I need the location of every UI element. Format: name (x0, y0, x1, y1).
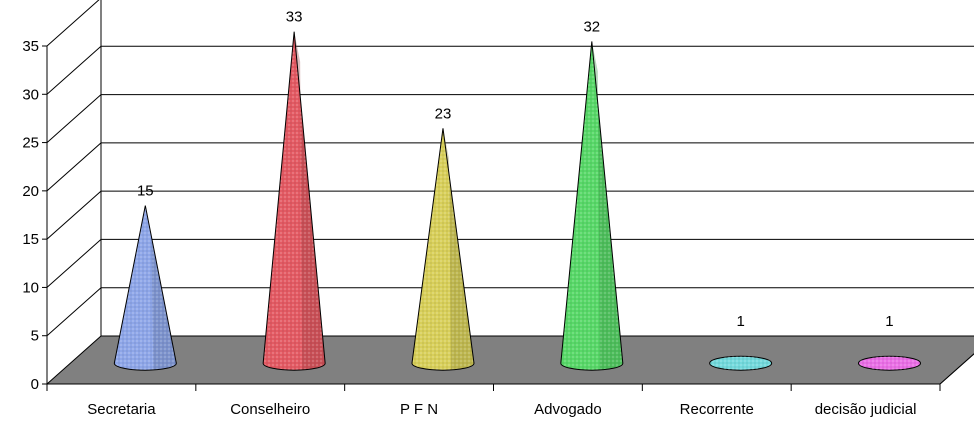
gridline-diag (46, 142, 102, 192)
x-axis-ticks: Secretaria Conselheiro P F N Advogado Recorr… (46, 384, 941, 418)
gridline-diag (46, 45, 102, 95)
y-tick-label: 0 (31, 376, 39, 393)
cone-1 (113, 205, 177, 371)
gridline-diag (46, 287, 102, 337)
chart-floor (45, 335, 974, 385)
cone-2 (262, 31, 326, 371)
x-tick-label: decisão judicial (815, 401, 917, 418)
gridlines (46, 0, 974, 337)
data-label: 1 (736, 313, 744, 330)
y-tick-label: 20 (22, 183, 39, 200)
cone-5 (709, 355, 773, 371)
y-tick-label: 10 (22, 279, 39, 296)
x-tick-label: Recorrente (680, 401, 754, 418)
data-label: 15 (137, 183, 154, 200)
cone-6 (857, 355, 921, 371)
cone-texture (709, 356, 772, 371)
cone-outline (411, 128, 475, 371)
cone-4 (560, 41, 624, 371)
cone-outline (113, 205, 177, 371)
y-tick-label: 15 (22, 231, 39, 248)
cone-3 (411, 128, 475, 371)
x-tick-label: Secretaria (87, 401, 156, 418)
data-label: 1 (885, 313, 893, 330)
data-label: 33 (286, 9, 303, 26)
axes-layer (46, 0, 974, 385)
x-tick-label: Conselheiro (230, 401, 310, 418)
y-tick-label: 5 (31, 328, 39, 345)
y-axis-ticks: 0 5 10 15 20 25 30 35 (22, 38, 47, 393)
gridline-diag (46, 0, 100, 47)
y-tick-label: 35 (22, 38, 39, 55)
cone-texture (858, 356, 921, 371)
cone-outline (262, 31, 326, 371)
y-tick-label: 25 (22, 135, 39, 152)
gridline-diag (46, 190, 102, 240)
x-tick-label: P F N (400, 401, 438, 418)
floor-plane (45, 335, 974, 385)
gridline-diag (46, 94, 102, 143)
cone-series (113, 31, 921, 371)
data-label: 32 (583, 18, 600, 35)
data-label: 23 (435, 105, 452, 122)
cone-outline (560, 41, 624, 371)
gridline-diag (46, 239, 102, 288)
data-labels: 15 33 23 32 1 1 (137, 9, 894, 330)
y-tick-label: 30 (22, 86, 39, 103)
x-tick-label: Advogado (534, 401, 602, 418)
